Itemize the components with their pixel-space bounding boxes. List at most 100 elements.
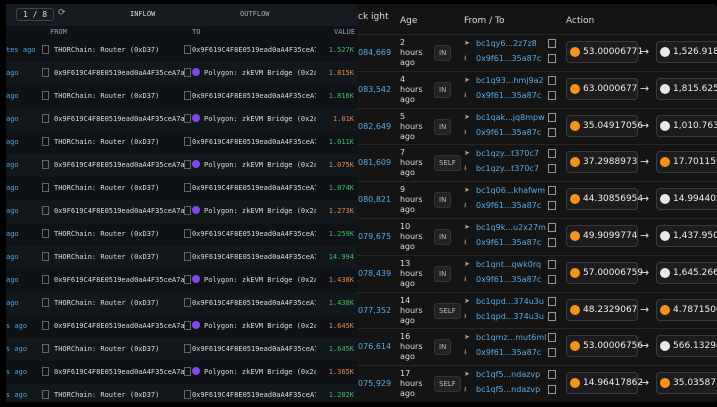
to-address[interactable]: bc1qzy...t370c7: [476, 164, 539, 174]
from[interactable]: 0x9F619C4F8E0519ead0aA4F35ceA7a: [54, 368, 185, 376]
to[interactable]: 0x9F619C4F8E0519ead0aA4F35ceA7a: [192, 253, 316, 261]
block[interactable]: 082,649: [358, 121, 392, 131]
from-address[interactable]: bc1qf5...ndazvp: [476, 370, 541, 380]
from[interactable]: THORChain: Router (0xD37): [54, 230, 160, 238]
to[interactable]: 0x9F619C4F8E0519ead0aA4F35ceA7a: [192, 184, 316, 192]
from[interactable]: 0x9F619C4F8E0519ead0aA4F35ceA7a: [54, 322, 185, 330]
copy-icon[interactable]: [548, 54, 556, 63]
copy-icon[interactable]: [548, 385, 556, 395]
time: ago: [6, 184, 19, 192]
to[interactable]: 0x9F619C4F8E0519ead0aA4F35ceA7a: [192, 299, 316, 307]
from[interactable]: 0x9F619C4F8E0519ead0aA4F35ceA7a: [54, 115, 185, 123]
to[interactable]: Polygon: zkEVM Bridge (0x2a: [204, 368, 316, 376]
to-address[interactable]: 0x9f61...35a87c: [476, 274, 542, 284]
copy-icon[interactable]: [548, 39, 556, 48]
copy-icon[interactable]: [548, 186, 556, 196]
from-address[interactable]: bc1qmz...mut6ml: [476, 333, 547, 343]
copy-icon[interactable]: [548, 201, 556, 211]
value: 1.438K: [328, 299, 354, 307]
refresh-icon[interactable]: ⟳: [58, 8, 66, 18]
copy-icon[interactable]: [548, 296, 556, 306]
time: ago: [6, 207, 19, 215]
block[interactable]: 079,675: [358, 232, 392, 241]
to[interactable]: Polygon: zkEVM Bridge (0x2a: [204, 322, 316, 330]
to[interactable]: Polygon: zkEVM Bridge (0x2a: [204, 69, 316, 77]
from-address[interactable]: bc1qzy...t370c7: [476, 149, 539, 159]
to-address[interactable]: 0x9f61...35a87c: [476, 201, 542, 211]
copy-icon[interactable]: [548, 164, 556, 174]
to[interactable]: 0x9F619C4F8E0519ead0aA4F35ceA7a: [192, 92, 316, 100]
block[interactable]: 076,614: [358, 342, 392, 352]
from[interactable]: THORChain: Router (0xD37): [54, 92, 160, 100]
from-address[interactable]: bc1qy6...2z7z8: [476, 39, 537, 48]
from-address[interactable]: bc1qnt...qwk0rq: [476, 259, 542, 269]
block[interactable]: 075,929: [358, 379, 392, 389]
copy-icon[interactable]: [548, 274, 556, 284]
copy-icon[interactable]: [548, 238, 556, 247]
to-address[interactable]: 0x9f61...35a87c: [476, 127, 542, 137]
block[interactable]: 083,542: [358, 84, 392, 94]
icon: [42, 137, 49, 146]
to-address[interactable]: 0x9f61...35a87c: [476, 348, 542, 358]
copy-icon[interactable]: [548, 311, 556, 321]
arrow-icon: ⭳: [464, 164, 467, 173]
block[interactable]: 078,439: [358, 268, 392, 278]
icon: [42, 275, 49, 284]
from-address[interactable]: bc1q93...hmj9a2: [476, 75, 544, 85]
to[interactable]: Polygon: zkEVM Bridge (0x2a: [204, 115, 316, 123]
to[interactable]: 0x9F619C4F8E0519ead0aA4F35ceA7a: [192, 46, 316, 54]
to-address[interactable]: bc1qf5...ndazvp: [476, 385, 541, 395]
to[interactable]: 0x9F619C4F8E0519ead0aA4F35ceA7a: [192, 138, 316, 146]
from[interactable]: THORChain: Router (0xD37): [54, 345, 160, 353]
value: 1.259K: [328, 230, 354, 238]
copy-icon[interactable]: [548, 75, 556, 85]
to[interactable]: Polygon: zkEVM Bridge (0x2a: [204, 276, 316, 284]
to[interactable]: Polygon: zkEVM Bridge (0x2a: [204, 207, 316, 215]
copy-icon[interactable]: [548, 90, 556, 100]
to-address[interactable]: 0x9f61...35a87c: [476, 238, 542, 247]
from[interactable]: 0x9F619C4F8E0519ead0aA4F35ceA7a: [54, 161, 185, 169]
pager[interactable]: 1 / 8: [16, 8, 55, 21]
tab[interactable]: OUTFLOW: [240, 10, 270, 18]
from[interactable]: 0x9F619C4F8E0519ead0aA4F35ceA7a: [54, 276, 185, 284]
from[interactable]: THORChain: Router (0xD37): [54, 138, 160, 146]
block[interactable]: 081,609: [358, 158, 392, 168]
to-address[interactable]: 0x9f61...35a87c: [476, 54, 542, 63]
copy-icon[interactable]: [548, 259, 556, 269]
to-address[interactable]: 0x9f61...35a87c: [476, 90, 542, 100]
copy-icon[interactable]: [548, 223, 556, 232]
from[interactable]: THORChain: Router (0xD37): [54, 391, 160, 399]
copy-icon[interactable]: [548, 348, 556, 358]
rows: 084,669 2 hours ago IN ➤ bc1qy6...2z7z8 ⭳ 0x9f…: [358, 34, 717, 402]
from-address[interactable]: bc1q9k...u2x27m: [476, 223, 546, 232]
arrow: →: [640, 118, 650, 132]
amount-in: 49.9099774: [566, 225, 638, 247]
to[interactable]: 0x9F619C4F8E0519ead0aA4F35ceA7a: [192, 345, 316, 353]
to[interactable]: 0x9F619C4F8E0519ead0aA4F35ceA7a: [192, 230, 316, 238]
tab[interactable]: INFLOW: [130, 10, 156, 18]
block[interactable]: 077,352: [358, 305, 392, 315]
copy-icon[interactable]: [548, 333, 556, 343]
block[interactable]: 084,669: [358, 48, 392, 57]
from[interactable]: THORChain: Router (0xD37): [54, 46, 160, 54]
to[interactable]: Polygon: zkEVM Bridge (0x2a: [204, 161, 316, 169]
copy-icon[interactable]: [548, 112, 556, 122]
to-address[interactable]: bc1qpd...374u3u: [476, 311, 544, 321]
row: 077,352 14 hours ago SELF ➤ bc1qpd...374u3u ⭳…: [358, 291, 717, 329]
from[interactable]: 0x9F619C4F8E0519ead0aA4F35ceA7a: [54, 69, 185, 77]
direction-badge: SELF: [434, 376, 461, 393]
copy-icon[interactable]: [548, 370, 556, 380]
from[interactable]: THORChain: Router (0xD37): [54, 253, 160, 261]
icon: [184, 321, 191, 330]
to[interactable]: 0x9F619C4F8E0519ead0aA4F35ceA7a: [192, 391, 316, 399]
direction-badge: IN: [434, 192, 452, 209]
copy-icon[interactable]: [548, 127, 556, 137]
from-address[interactable]: bc1qak...jq8mpw: [476, 112, 545, 122]
from[interactable]: THORChain: Router (0xD37): [54, 299, 160, 307]
from[interactable]: THORChain: Router (0xD37): [54, 184, 160, 192]
from[interactable]: 0x9F619C4F8E0519ead0aA4F35ceA7a: [54, 207, 185, 215]
copy-icon[interactable]: [548, 149, 556, 159]
block[interactable]: 080,821: [358, 195, 392, 205]
from-address[interactable]: bc1qpd...374u3u: [476, 296, 544, 306]
from-address[interactable]: bc1q06...khafwm: [476, 186, 546, 196]
